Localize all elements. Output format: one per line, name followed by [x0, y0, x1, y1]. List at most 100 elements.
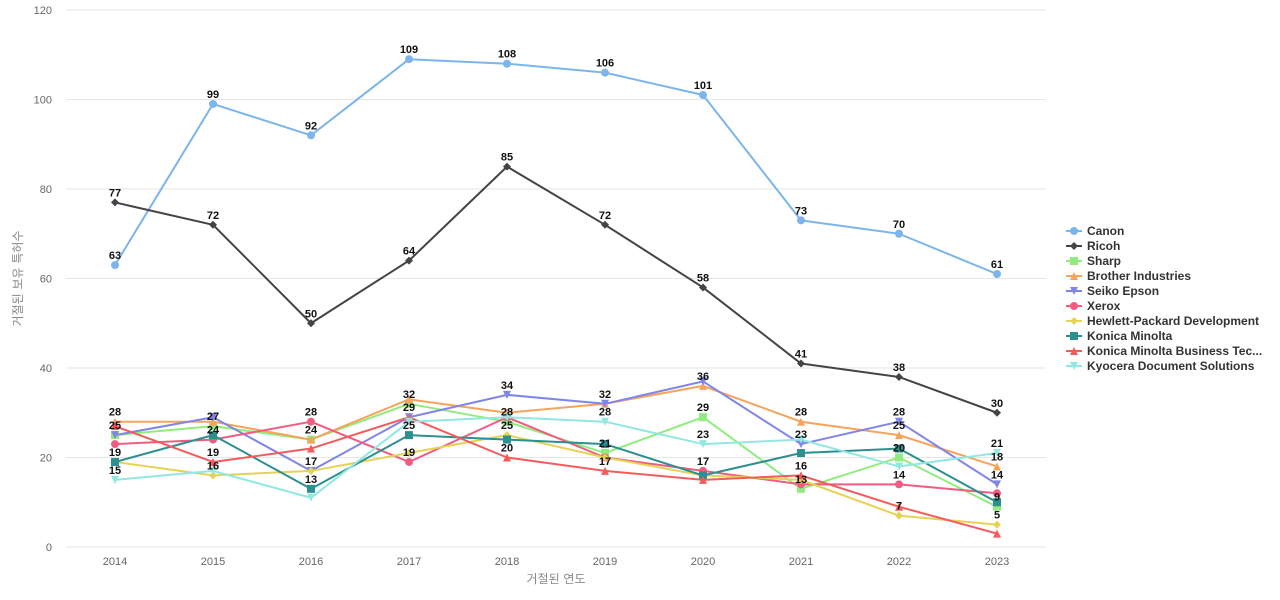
data-label: 21 — [599, 438, 611, 450]
data-point-brother-industries — [895, 431, 903, 440]
data-point-ricoh — [307, 319, 315, 328]
legend-marker — [1070, 332, 1078, 340]
data-label: 63 — [109, 250, 121, 262]
data-label: 73 — [795, 205, 807, 217]
data-label: 61 — [991, 259, 1003, 271]
data-label: 17 — [599, 456, 611, 468]
data-point-xerox — [895, 480, 903, 489]
data-point-sharp — [405, 399, 413, 408]
legend-item-brother-industries: Brother Industries — [1066, 269, 1191, 283]
data-label: 17 — [305, 456, 317, 468]
data-label: 17 — [697, 456, 709, 468]
data-point-ricoh — [503, 162, 511, 171]
data-point-seiko-epson — [797, 440, 805, 449]
legend-item-canon: Canon — [1066, 224, 1124, 238]
data-point-sharp — [503, 417, 511, 426]
data-label: 28 — [501, 407, 513, 419]
data-label: 25 — [109, 420, 121, 432]
data-point-konica-minolta — [307, 484, 315, 493]
data-point-ricoh — [111, 198, 119, 207]
data-point-konica-minolta — [797, 449, 805, 458]
data-label: 23 — [795, 429, 807, 441]
legend-marker — [1070, 362, 1078, 370]
data-label: 27 — [207, 411, 219, 423]
series-line-kyocera-document-solutions — [114, 416, 998, 499]
data-label: 13 — [305, 474, 317, 486]
data-point-canon — [797, 216, 805, 225]
data-point-konica-minolta-business-tec — [797, 471, 805, 480]
legend-label: Ricoh — [1087, 239, 1120, 253]
data-point-xerox — [993, 489, 1001, 498]
y-tick-label: 0 — [46, 542, 52, 554]
series-layer — [111, 55, 1001, 538]
y-axis-title: 거절된 보유 특허수 — [11, 231, 25, 327]
legend-item-konica-minolta: Konica Minolta — [1066, 329, 1173, 343]
data-point-konica-minolta — [111, 457, 119, 466]
data-label: 23 — [697, 429, 709, 441]
series-line-canon — [114, 58, 998, 275]
series-sharp — [111, 399, 1001, 511]
legend-marker — [1070, 302, 1078, 310]
data-point-brother-industries — [111, 417, 119, 426]
data-label: 72 — [599, 210, 611, 222]
data-label: 32 — [403, 389, 415, 401]
data-label: 19 — [207, 447, 219, 459]
x-tick-label: 2023 — [985, 556, 1009, 568]
series-line-hewlett-packard-development — [114, 434, 998, 526]
y-tick-label: 60 — [40, 274, 52, 286]
data-label: 58 — [697, 272, 709, 284]
legend-marker — [1070, 272, 1078, 280]
data-label: 36 — [697, 371, 709, 383]
data-label: 25 — [501, 420, 513, 432]
series-konica-minolta-business-tec — [111, 413, 1001, 538]
data-point-kyocera-document-solutions — [405, 417, 413, 426]
y-tick-label: 100 — [34, 95, 52, 107]
data-label: 28 — [795, 407, 807, 419]
legend-label: Seiko Epson — [1087, 284, 1159, 298]
data-point-konica-minolta — [699, 471, 707, 480]
data-point-xerox — [405, 457, 413, 466]
data-point-sharp — [993, 502, 1001, 511]
data-point-seiko-epson — [699, 377, 707, 386]
data-point-brother-industries — [209, 417, 217, 426]
series-line-ricoh — [114, 165, 998, 414]
data-point-canon — [993, 270, 1001, 279]
data-label: 7 — [896, 501, 902, 513]
data-point-brother-industries — [797, 417, 805, 426]
series-line-seiko-epson — [114, 380, 998, 486]
data-point-hewlett-packard-development — [405, 449, 413, 458]
data-point-canon — [699, 91, 707, 100]
data-point-xerox — [797, 480, 805, 489]
series-konica-minolta — [111, 431, 1001, 507]
data-point-canon — [209, 99, 217, 108]
legend-label: Xerox — [1087, 299, 1121, 313]
data-point-canon — [111, 261, 119, 270]
data-point-konica-minolta-business-tec — [111, 422, 119, 431]
series-ricoh — [111, 162, 1001, 417]
y-tick-label: 40 — [40, 363, 52, 375]
data-point-canon — [503, 59, 511, 68]
legend-item-kyocera-document-solutions: Kyocera Document Solutions — [1066, 359, 1255, 373]
data-label: 14 — [991, 469, 1004, 481]
data-label: 38 — [893, 362, 905, 374]
data-label: 34 — [501, 380, 514, 392]
data-point-canon — [307, 131, 315, 140]
data-point-brother-industries — [993, 462, 1001, 471]
data-label: 70 — [893, 219, 905, 231]
legend-label: Brother Industries — [1087, 269, 1191, 283]
x-tick-label: 2016 — [299, 556, 323, 568]
data-label: 106 — [596, 58, 614, 70]
data-label: 77 — [109, 187, 121, 199]
data-label: 28 — [893, 407, 905, 419]
data-point-sharp — [895, 453, 903, 462]
data-point-xerox — [111, 440, 119, 449]
data-point-brother-industries — [307, 435, 315, 444]
data-label: 64 — [403, 246, 416, 258]
data-point-xerox — [307, 417, 315, 426]
data-label: 25 — [403, 420, 415, 432]
legend-marker — [1070, 347, 1078, 355]
